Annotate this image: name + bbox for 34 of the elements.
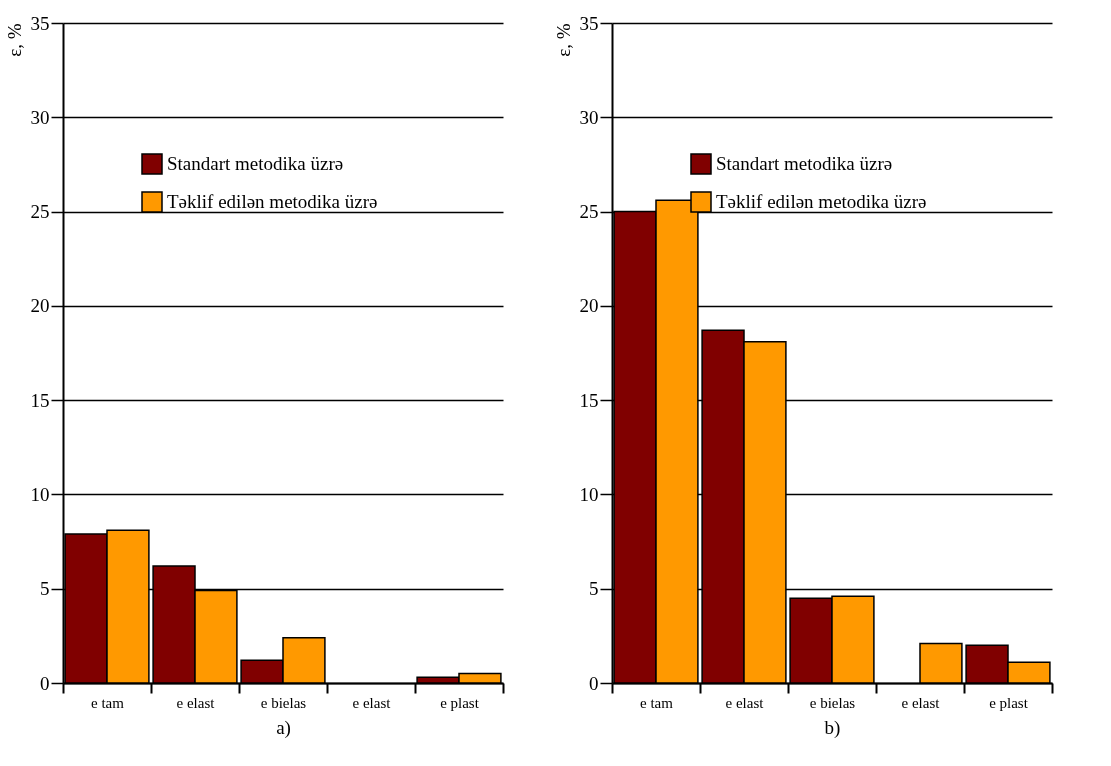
x-tick-label: e elast: [901, 694, 941, 711]
y-tick-label: 30: [579, 106, 599, 128]
x-tick-label: e tam: [91, 694, 125, 711]
x-tick-label: e elast: [725, 694, 765, 711]
y-tick-label: 20: [30, 295, 50, 317]
legend-label: Təklif edilən metodika üzrə: [167, 191, 378, 212]
y-tick-label: 0: [40, 672, 50, 694]
legend-label: Standart metodika üzrə: [167, 153, 344, 174]
y-tick-label: 30: [30, 106, 50, 128]
x-tick-label: e bielas: [809, 694, 856, 711]
x-tick-label: e plast: [440, 694, 480, 711]
y-tick-label: 20: [579, 295, 599, 317]
y-tick-label: 25: [579, 201, 599, 223]
y-axis-title: ε, %: [3, 23, 25, 57]
y-tick-label: 5: [40, 578, 50, 600]
x-axis-title: a): [276, 716, 291, 739]
y-tick-label: 0: [589, 672, 599, 694]
x-tick-label: e plast: [989, 694, 1029, 711]
y-tick-label: 10: [30, 483, 50, 505]
y-tick-label: 15: [579, 389, 599, 411]
y-tick-label: 10: [579, 483, 599, 505]
y-tick-label: 15: [30, 389, 50, 411]
x-tick-label: e bielas: [260, 694, 307, 711]
y-tick-label: 5: [589, 578, 599, 600]
y-tick-label: 25: [30, 201, 50, 223]
legend-label: Təklif edilən metodika üzrə: [716, 191, 927, 212]
x-tick-label: e elast: [352, 694, 392, 711]
y-tick-label: 35: [579, 12, 599, 34]
x-axis-title: b): [824, 716, 841, 739]
y-axis-title: ε, %: [552, 23, 574, 57]
x-tick-label: e elast: [176, 694, 216, 711]
legend-label: Standart metodika üzrə: [716, 153, 893, 174]
x-tick-label: e tam: [640, 694, 674, 711]
y-tick-label: 35: [30, 12, 50, 34]
